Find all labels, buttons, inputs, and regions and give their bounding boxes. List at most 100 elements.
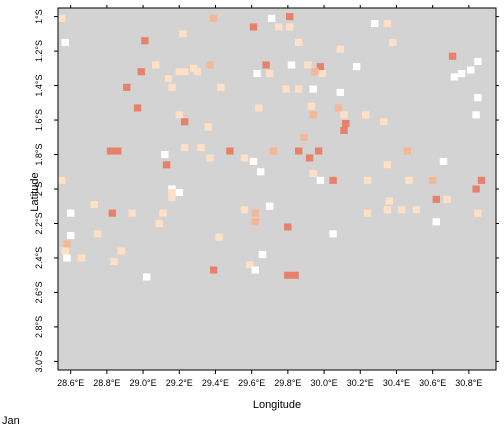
grid-cell-strong bbox=[432, 195, 440, 203]
grid-cell-light bbox=[77, 254, 86, 262]
grid-cell-medium bbox=[309, 111, 317, 119]
grid-cell-strong bbox=[137, 68, 145, 76]
x-axis-ticks: 28.6°E 28.8°E 29.0°E 29.2°E 29.4°E 29.6°E 29.8… bbox=[57, 5, 482, 388]
grid-cell-light bbox=[389, 38, 397, 46]
grid-cell-strong bbox=[448, 52, 457, 60]
plot-background bbox=[58, 8, 496, 370]
grid-cell-strong bbox=[340, 126, 348, 134]
grid-cell-empty bbox=[472, 111, 480, 119]
grid-cell-empty bbox=[253, 70, 261, 78]
grid-cell-strong bbox=[477, 176, 486, 184]
grid-cell-strong bbox=[133, 104, 142, 112]
grid-cell-empty bbox=[175, 188, 183, 196]
grid-cell-strong bbox=[141, 37, 149, 45]
y-tick-label: 2.8°S bbox=[34, 316, 44, 338]
grid-cell-light bbox=[295, 85, 303, 93]
grid-cell-light bbox=[197, 144, 205, 152]
grid-cell-light bbox=[412, 206, 421, 214]
x-tick-label: 30.6°E bbox=[419, 378, 446, 388]
grid-cell-empty bbox=[432, 218, 440, 226]
grid-cell-empty bbox=[258, 251, 267, 259]
grid-cell-light bbox=[164, 75, 173, 83]
grid-cell-empty bbox=[266, 202, 274, 210]
grid-cell-light bbox=[383, 161, 392, 169]
y-tick-label: 1.2°S bbox=[34, 40, 44, 62]
grid-cell-strong bbox=[162, 161, 171, 169]
grid-cell-medium bbox=[300, 133, 308, 141]
grid-cell-empty bbox=[63, 254, 71, 262]
grid-cell-strong bbox=[286, 13, 294, 21]
grid-cell-empty bbox=[316, 176, 325, 184]
grid-cell-light bbox=[304, 61, 312, 69]
y-axis-ticks: 1°S 1.2°S 1.4°S 1.6°S 1.8°S 2°S 2.2°S 2.4°S 2.6°… bbox=[34, 9, 499, 372]
grid-cell-light bbox=[159, 209, 167, 217]
grid-cell-medium bbox=[63, 240, 71, 248]
grid-cell-empty bbox=[352, 63, 361, 71]
x-tick-label: 28.6°E bbox=[57, 378, 84, 388]
x-tick-label: 29.4°E bbox=[202, 378, 229, 388]
grid-cell-strong bbox=[181, 118, 189, 126]
grid-cell-strong bbox=[249, 23, 258, 31]
grid-cell-light bbox=[204, 123, 212, 131]
grid-cell-light bbox=[217, 83, 225, 91]
grid-cell-light bbox=[474, 209, 482, 217]
x-tick-label: 29.0°E bbox=[130, 378, 157, 388]
grid-cell-empty bbox=[450, 73, 459, 81]
grid-cell-light bbox=[175, 68, 183, 76]
y-tick-label: 2.4°S bbox=[34, 247, 44, 269]
grid-cell-empty bbox=[329, 230, 337, 238]
grid-cell-empty bbox=[287, 61, 296, 69]
y-tick-label: 3.0°S bbox=[34, 350, 44, 372]
grid-cell-light bbox=[181, 144, 189, 152]
grid-cell-medium bbox=[269, 147, 278, 155]
grid-cell-empty bbox=[61, 38, 69, 46]
x-tick-label: 30.8°E bbox=[455, 378, 482, 388]
grid-cell-light bbox=[128, 209, 136, 217]
grid-cell-strong bbox=[226, 147, 234, 155]
grid-cell-light bbox=[307, 102, 316, 110]
grid-cells bbox=[58, 13, 486, 281]
grid-cell-medium bbox=[334, 104, 343, 112]
grid-cell-empty bbox=[371, 20, 379, 28]
x-tick-label: 29.6°E bbox=[238, 378, 265, 388]
grid-cell-light bbox=[383, 206, 392, 214]
grid-cell-light bbox=[336, 45, 344, 53]
grid-cell-strong bbox=[329, 176, 337, 184]
grid-cell-strong bbox=[284, 223, 292, 231]
grid-cell-medium bbox=[251, 218, 259, 226]
y-tick-label: 1.6°S bbox=[34, 109, 44, 131]
grid-cell-light bbox=[193, 68, 202, 76]
grid-cell-light bbox=[110, 257, 118, 265]
grid-cell-light bbox=[240, 206, 249, 214]
grid-cell-empty bbox=[161, 151, 169, 159]
grid-cell-light bbox=[94, 230, 102, 238]
grid-cell-light bbox=[266, 70, 274, 78]
grid-cell-empty bbox=[251, 266, 259, 274]
grid-cell-strong bbox=[314, 147, 323, 155]
grid-cell-strong bbox=[305, 154, 314, 162]
y-tick-label: 1°S bbox=[34, 9, 44, 24]
grid-cell-empty bbox=[249, 157, 258, 165]
grid-cell-strong bbox=[316, 63, 325, 71]
grid-cell-light bbox=[282, 85, 290, 93]
grid-cell-light bbox=[362, 111, 370, 119]
x-axis-title: Longitude bbox=[253, 399, 301, 411]
grid-cell-strong bbox=[472, 185, 480, 193]
grid-cell-strong bbox=[291, 271, 299, 279]
grid-cell-light bbox=[168, 194, 176, 202]
grid-cell-strong bbox=[284, 271, 292, 279]
grid-cell-light bbox=[309, 170, 317, 178]
grid-cell-light bbox=[152, 61, 160, 69]
grid-cell-light bbox=[398, 206, 406, 214]
month-label: Jan bbox=[2, 415, 20, 427]
grid-cell-medium bbox=[311, 68, 319, 76]
y-tick-label: 2.6°S bbox=[34, 281, 44, 303]
y-tick-label: 2°S bbox=[34, 182, 44, 197]
grid-cell-light bbox=[385, 197, 393, 205]
grid-cell-light bbox=[58, 176, 66, 184]
grid-cell-light bbox=[215, 233, 223, 241]
grid-cell-medium bbox=[209, 14, 218, 22]
grid-cell-empty bbox=[474, 57, 482, 65]
grid-cell-empty bbox=[467, 66, 475, 74]
grid-cell-light bbox=[295, 38, 303, 46]
